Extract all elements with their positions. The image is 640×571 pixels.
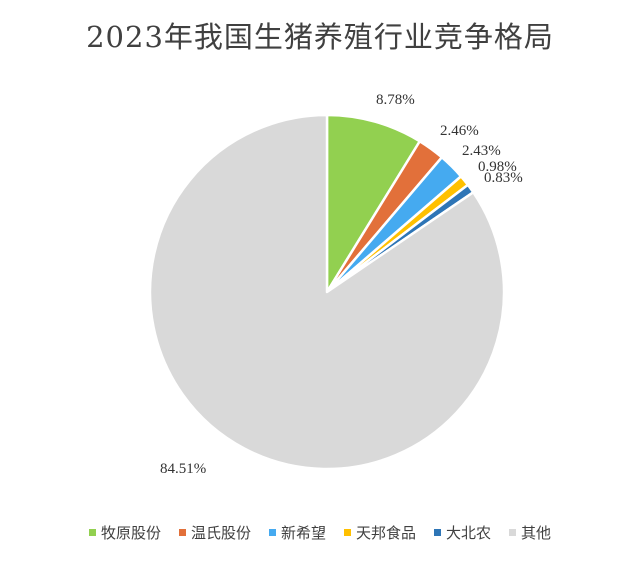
legend-swatch xyxy=(178,529,186,536)
legend-label: 新希望 xyxy=(280,524,326,542)
slice-data-label: 2.46% xyxy=(440,123,479,139)
pie-labels: 8.78% 2.46% 2.43%0.98%0.83% 84.51% xyxy=(160,92,523,477)
legend-swatch xyxy=(344,529,351,536)
legend-swatch xyxy=(434,529,442,536)
legend-label: 大北农 xyxy=(446,524,492,542)
legend-item: 大北农 xyxy=(434,522,491,543)
legend-item: 其他 xyxy=(509,522,551,543)
legend-label: 其他 xyxy=(521,524,552,542)
pie-slice xyxy=(325,113,422,294)
legend-item: 新希望 xyxy=(268,522,326,543)
slice-data-label: 0.98% xyxy=(478,159,517,175)
slice-data-label: 84.51% xyxy=(160,461,206,477)
legend-label: 牧原股份 xyxy=(100,524,161,542)
chart-title: 2023年我国生猪养殖行业竞争格局 xyxy=(86,20,554,54)
pie-slice xyxy=(148,113,506,471)
slice-data-label: 8.78% xyxy=(376,92,415,108)
legend-item: 温氏股份 xyxy=(178,522,251,543)
legend-swatch xyxy=(268,529,276,536)
legend-label: 温氏股份 xyxy=(190,524,251,542)
slice-data-label: 0.83% xyxy=(484,170,523,186)
chart-legend: 牧原股份 温氏股份 新希望 天邦食品 大北农 其他 xyxy=(0,522,640,543)
legend-item: 牧原股份 xyxy=(88,522,161,543)
legend-label: 天邦食品 xyxy=(356,524,417,542)
legend-swatch xyxy=(88,529,96,536)
pie-slices xyxy=(148,113,506,471)
legend-swatch xyxy=(509,529,517,536)
slice-data-label: 2.43% xyxy=(462,143,501,159)
legend-item: 天邦食品 xyxy=(344,522,416,543)
